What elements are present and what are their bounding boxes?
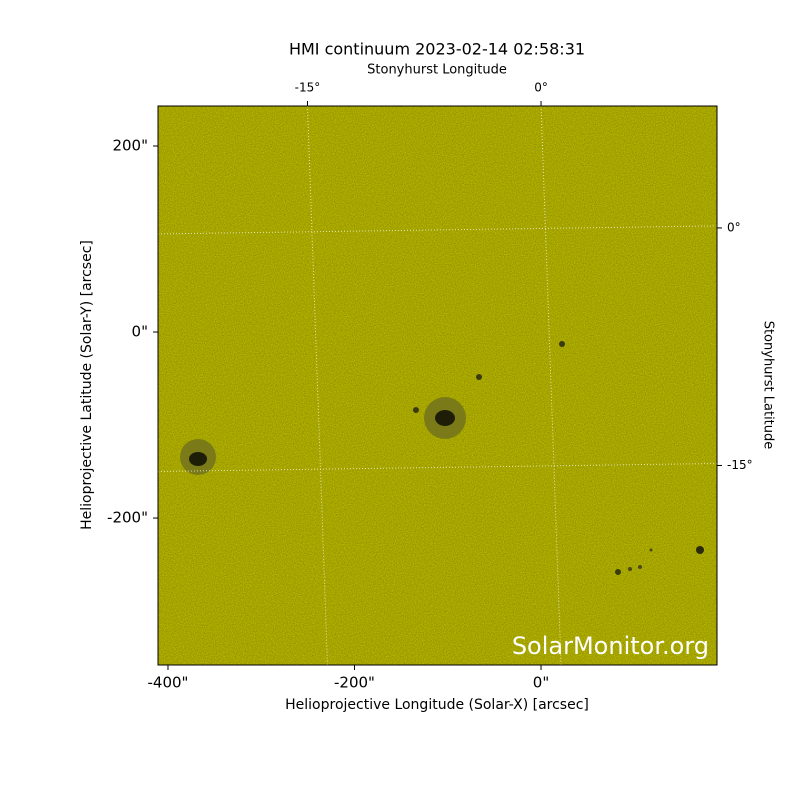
y2-axis-label: Stonyhurst Latitude [761, 321, 776, 450]
y-tick-label: 200" [112, 136, 148, 154]
grid-line [540, 106, 562, 665]
x-tick-label: -200" [334, 674, 375, 692]
grid-line [158, 462, 717, 472]
x-tick-label: 0" [533, 674, 549, 692]
x-tick-label: -400" [148, 674, 189, 692]
sunspots [180, 341, 704, 575]
plot-area: SolarMonitor.org [158, 106, 717, 665]
y-axis-label: Helioprojective Latitude (Solar-Y) [arcs… [79, 240, 95, 530]
y2-tick-label: 0° [727, 220, 741, 234]
frame [157, 105, 718, 666]
grid [158, 106, 717, 665]
y-tick-label: 0" [132, 323, 148, 341]
texture [158, 106, 717, 665]
y-tick-label: -200" [107, 509, 148, 527]
y2-tick-label: -15° [727, 458, 753, 472]
x2-tick-label: 0° [534, 81, 548, 95]
watermark: SolarMonitor.org [512, 632, 709, 660]
x2-axis-label: Stonyhurst Longitude [367, 63, 507, 78]
grid-line [306, 106, 328, 665]
grid-line [158, 225, 717, 235]
x-axis-label: Helioprojective Longitude (Solar-X) [arc… [285, 697, 589, 713]
x2-tick-label: -15° [295, 81, 321, 95]
chart-title: HMI continuum 2023-02-14 02:58:31 [289, 40, 585, 59]
